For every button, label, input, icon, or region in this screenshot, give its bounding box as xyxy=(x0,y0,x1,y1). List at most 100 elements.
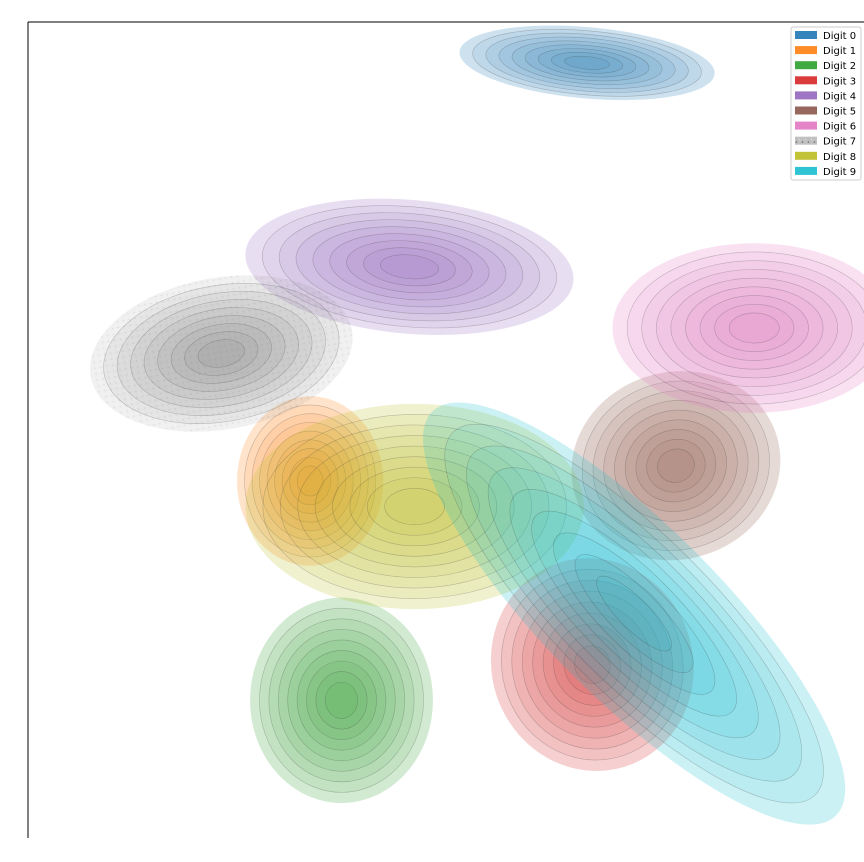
contour-level xyxy=(603,400,749,532)
contour-level xyxy=(259,422,362,540)
contour-level xyxy=(143,307,299,400)
density-digit-6 xyxy=(612,243,864,413)
contour-level xyxy=(532,601,653,728)
legend-label: Digit 7 xyxy=(823,137,856,148)
contour-level xyxy=(521,590,663,739)
density-digit-4 xyxy=(245,198,574,336)
legend-label: Digit 9 xyxy=(823,167,856,178)
contour-level xyxy=(287,639,396,762)
contour-level xyxy=(563,634,621,695)
contour-level xyxy=(274,439,346,523)
contour-level xyxy=(472,29,702,97)
contour-level xyxy=(646,438,706,493)
contour-level xyxy=(655,269,853,387)
contour-level xyxy=(699,295,809,361)
contour-level xyxy=(670,277,838,379)
contour-level xyxy=(444,423,824,804)
contour-level xyxy=(531,510,737,717)
contour-level xyxy=(551,52,624,74)
contour-level xyxy=(624,419,727,512)
contour-level xyxy=(297,435,532,578)
legend-label: Digit 1 xyxy=(823,46,856,57)
contour-level xyxy=(346,240,473,294)
density-digit-8 xyxy=(245,403,584,610)
contour-level xyxy=(553,623,632,706)
contour-level xyxy=(329,233,490,301)
contour-level xyxy=(90,275,353,432)
contour-level xyxy=(511,40,663,86)
contour-level xyxy=(657,448,695,483)
contour-level xyxy=(524,44,650,82)
contour-level xyxy=(511,579,674,750)
contour-level xyxy=(306,660,377,740)
legend-label: Digit 8 xyxy=(823,152,856,163)
legend-swatch xyxy=(795,151,817,160)
legend-item-digit-8: Digit 8 xyxy=(795,151,856,163)
density-digit-5 xyxy=(571,371,781,561)
contour-level xyxy=(237,396,384,566)
contour-level xyxy=(277,629,406,772)
legend-swatch xyxy=(795,106,817,115)
contour-level xyxy=(501,568,684,761)
legend-swatch xyxy=(795,31,817,39)
legend-swatch xyxy=(795,76,817,85)
legend-swatch xyxy=(795,46,817,55)
legend-swatch xyxy=(795,166,817,175)
density-digit-0 xyxy=(459,25,715,101)
contour-level xyxy=(380,254,439,280)
legend-label: Digit 0 xyxy=(823,31,856,42)
legend-swatch xyxy=(795,61,817,70)
density-digit-9 xyxy=(423,402,846,825)
contour-level xyxy=(262,414,567,599)
legend-label: Digit 5 xyxy=(823,107,856,118)
legend-swatch xyxy=(795,121,817,130)
contour-level xyxy=(268,618,415,783)
legend: Digit 0 Digit 1 Digit 2 Digit 3 Digit 4 Digit… xyxy=(790,26,862,181)
contour-level xyxy=(244,404,377,558)
legend-item-digit-7: Digit 7 xyxy=(795,136,856,148)
contour-level xyxy=(384,488,445,525)
contour-level xyxy=(116,291,326,416)
legend-item-digit-6: Digit 6 xyxy=(795,121,856,133)
contour-level xyxy=(626,251,864,405)
contour-level xyxy=(170,323,272,384)
contour-level xyxy=(314,445,515,568)
contour-level xyxy=(571,371,781,561)
contour-level xyxy=(296,465,324,497)
contour-level xyxy=(592,390,760,542)
contour-level xyxy=(251,413,369,549)
contour-level xyxy=(574,554,694,674)
contour-level xyxy=(366,477,463,536)
legend-item-digit-0: Digit 0 xyxy=(795,31,856,42)
contour-level xyxy=(259,607,424,793)
contour-level xyxy=(459,25,715,101)
legend-swatch xyxy=(795,91,817,100)
contour-level xyxy=(509,489,759,739)
contour-level xyxy=(296,650,387,751)
contour-level xyxy=(363,247,456,287)
legend-item-digit-4: Digit 4 xyxy=(795,91,856,102)
contour-level xyxy=(552,532,716,695)
contour-level xyxy=(332,456,498,557)
contour-level xyxy=(157,315,286,392)
contour-level xyxy=(245,403,584,610)
legend-item-digit-9: Digit 9 xyxy=(795,166,856,178)
legend-label: Digit 4 xyxy=(823,91,856,102)
contour-level xyxy=(250,597,433,803)
contour-level xyxy=(641,260,864,396)
contour-level xyxy=(197,339,245,368)
legend-item-digit-5: Digit 5 xyxy=(795,106,856,118)
legend-label: Digit 2 xyxy=(823,61,856,72)
contour-level xyxy=(289,456,331,506)
contour-level xyxy=(498,36,676,89)
plot-area xyxy=(90,25,864,825)
contour-level xyxy=(635,429,717,503)
contour-level xyxy=(130,299,313,408)
contour-level xyxy=(315,671,368,730)
contour-level xyxy=(466,445,803,782)
density-digit-1 xyxy=(237,396,384,566)
contour-level xyxy=(266,430,354,532)
legend-item-digit-3: Digit 3 xyxy=(795,76,856,87)
density-digit-2 xyxy=(250,597,433,803)
